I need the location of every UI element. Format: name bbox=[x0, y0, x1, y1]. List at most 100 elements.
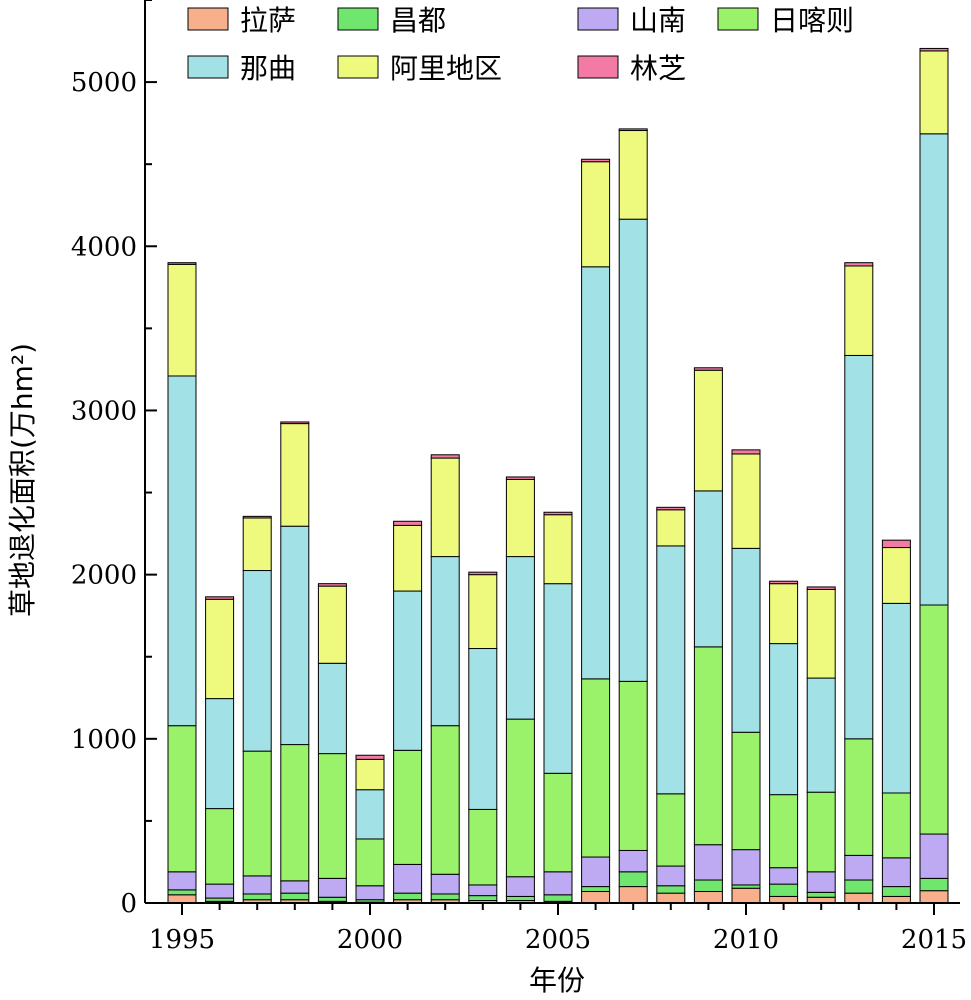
bar-segment-2007-4 bbox=[618, 218, 648, 682]
bar-segment-1997-5 bbox=[242, 517, 272, 572]
legend-swatch-3 bbox=[717, 7, 759, 31]
legend-label-5: 阿里地区 bbox=[390, 52, 502, 85]
bar-segment-1998-1 bbox=[280, 892, 310, 901]
bar-segment-2014-4 bbox=[881, 602, 911, 794]
bar-segment-2002-4 bbox=[430, 556, 460, 727]
bar-segment-2015-4 bbox=[919, 133, 949, 606]
bar-segment-2001-6 bbox=[393, 520, 423, 526]
bar-segment-2006-4 bbox=[581, 266, 611, 680]
bar-segment-2010-5 bbox=[731, 453, 761, 549]
bar-segment-2009-4 bbox=[693, 490, 723, 648]
bar-segment-2005-1 bbox=[543, 894, 573, 902]
bar-segment-2000-5 bbox=[355, 758, 385, 791]
bar-segment-2013-4 bbox=[844, 354, 874, 740]
bar-segment-2014-2 bbox=[881, 857, 911, 888]
bar-segment-2006-0 bbox=[581, 891, 611, 904]
bar-segment-2000-6 bbox=[355, 754, 385, 760]
bar-segment-2004-2 bbox=[505, 876, 535, 897]
bar-segment-1999-6 bbox=[317, 583, 347, 587]
bar-segment-2015-5 bbox=[919, 50, 949, 135]
bar-segment-2006-2 bbox=[581, 856, 611, 888]
bar-segment-2004-4 bbox=[505, 556, 535, 720]
y-axis-title: 草地退化面积(万hm²) bbox=[6, 343, 39, 617]
bar-segment-1999-5 bbox=[317, 585, 347, 664]
bar-segment-2006-1 bbox=[581, 886, 611, 893]
bar-segment-1997-6 bbox=[242, 515, 272, 519]
bar-segment-2002-6 bbox=[430, 454, 460, 459]
bar-segment-2014-3 bbox=[881, 792, 911, 859]
bar-segment-2009-2 bbox=[693, 844, 723, 881]
bar-segment-2011-2 bbox=[769, 867, 799, 885]
axis-lines: 0 1000 2000 3000 4000 5000 1995 2000 2005 2010 201… bbox=[71, 0, 967, 955]
bar-segment-2002-1 bbox=[430, 893, 460, 901]
bar-segment-2011-5 bbox=[769, 583, 799, 645]
bar-segment-2000-3 bbox=[355, 838, 385, 887]
bar-segment-2005-3 bbox=[543, 772, 573, 873]
bar-segment-2004-1 bbox=[505, 895, 535, 902]
bar-segment-1997-4 bbox=[242, 570, 272, 752]
bar-segment-2013-6 bbox=[844, 262, 874, 267]
legend-label-3: 日喀则 bbox=[770, 4, 854, 37]
y-tick-label: 3000 bbox=[71, 396, 137, 426]
bar-segment-2008-2 bbox=[656, 865, 686, 887]
bar-segment-2014-1 bbox=[881, 886, 911, 897]
legend-swatch-5 bbox=[337, 55, 379, 79]
bar-segment-2001-3 bbox=[393, 749, 423, 865]
bar-segment-2012-5 bbox=[806, 588, 836, 679]
bar-segment-1995-6 bbox=[167, 262, 197, 265]
legend-swatch-6 bbox=[577, 55, 619, 79]
bar-segment-2002-2 bbox=[430, 873, 460, 895]
bar-segment-1997-1 bbox=[242, 893, 272, 901]
bar-segment-1996-6 bbox=[205, 596, 235, 600]
bar-segment-1998-5 bbox=[280, 423, 310, 527]
bar-segment-1997-3 bbox=[242, 750, 272, 877]
bar-segment-2009-3 bbox=[693, 646, 723, 846]
y-tick-label: 4000 bbox=[71, 232, 137, 262]
legend-swatch-0 bbox=[187, 7, 229, 31]
y-tick-label: 0 bbox=[120, 889, 137, 919]
bar-segment-2004-5 bbox=[505, 478, 535, 558]
bar-segment-2003-5 bbox=[468, 574, 498, 650]
bar-segment-1995-5 bbox=[167, 263, 197, 377]
y-tick-label: 1000 bbox=[71, 725, 137, 755]
bar-segment-2003-2 bbox=[468, 884, 498, 897]
bar-segment-1997-2 bbox=[242, 875, 272, 895]
bar-segment-2013-2 bbox=[844, 854, 874, 881]
bar-segment-2007-1 bbox=[618, 871, 648, 888]
bar-segment-2008-3 bbox=[656, 793, 686, 867]
bar-segment-2012-4 bbox=[806, 677, 836, 793]
bar-segment-2012-2 bbox=[806, 871, 836, 893]
legend-label-4: 那曲 bbox=[240, 52, 296, 85]
bar-segment-2001-2 bbox=[393, 863, 423, 894]
bar-segment-2011-3 bbox=[769, 794, 799, 869]
bar-segment-2011-4 bbox=[769, 643, 799, 796]
bar-segment-1995-3 bbox=[167, 725, 197, 873]
bar-segment-2011-6 bbox=[769, 580, 799, 585]
bar-segment-2004-6 bbox=[505, 476, 535, 480]
x-tick-label: 2005 bbox=[525, 925, 591, 955]
bar-segment-2011-1 bbox=[769, 883, 799, 897]
bar-segment-2005-4 bbox=[543, 583, 573, 774]
bars-layer bbox=[167, 47, 949, 904]
bar-segment-2015-2 bbox=[919, 833, 949, 879]
bar-segment-1995-0 bbox=[167, 894, 197, 904]
bar-segment-2007-2 bbox=[618, 849, 648, 873]
bar-segment-2009-1 bbox=[693, 879, 723, 893]
bar-segment-2012-3 bbox=[806, 791, 836, 873]
bar-segment-2002-3 bbox=[430, 725, 460, 875]
legend-swatch-2 bbox=[577, 7, 619, 31]
bar-segment-1995-2 bbox=[167, 871, 197, 891]
y-tick-label: 2000 bbox=[71, 561, 137, 591]
bar-segment-2009-6 bbox=[693, 367, 723, 371]
bar-segment-1995-1 bbox=[167, 889, 197, 896]
bar-segment-2012-6 bbox=[806, 586, 836, 590]
bar-segment-1999-2 bbox=[317, 877, 347, 898]
bar-segment-1996-3 bbox=[205, 808, 235, 885]
bar-segment-2010-4 bbox=[731, 547, 761, 733]
bar-segment-2003-4 bbox=[468, 648, 498, 810]
x-tick-label: 1995 bbox=[149, 925, 215, 955]
bar-segment-2010-6 bbox=[731, 449, 761, 455]
x-axis-title: 年份 bbox=[529, 964, 585, 997]
